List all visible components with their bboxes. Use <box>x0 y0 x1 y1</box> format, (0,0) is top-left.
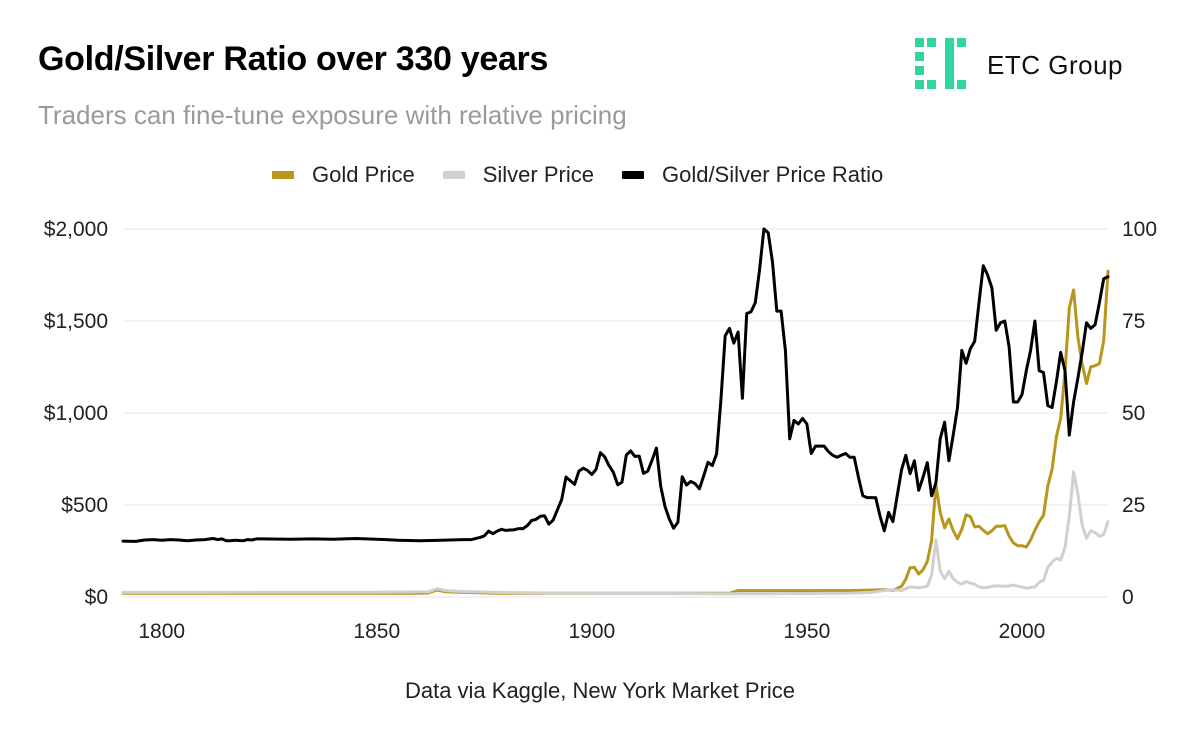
legend-item-gold: Gold Price <box>272 162 415 188</box>
y-tick-label: $2,000 <box>44 218 108 241</box>
etc-group-logo-icon <box>915 38 966 89</box>
legend-label-silver: Silver Price <box>482 162 594 187</box>
gold-price-line <box>121 269 1110 595</box>
y2-tick-label: 25 <box>1122 494 1145 517</box>
legend-item-silver: Silver Price <box>442 162 594 188</box>
brand-name: ETC Group <box>987 50 1123 80</box>
x-tick-label: 1950 <box>784 620 831 643</box>
chart-title: Gold/Silver Ratio over 330 years <box>38 40 549 78</box>
y2-tick-label: 0 <box>1122 586 1134 609</box>
legend-label-ratio: Gold/Silver Price Ratio <box>661 162 884 187</box>
y-tick-label: $1,500 <box>44 310 108 333</box>
gold-silver-ratio-line <box>121 227 1110 543</box>
x-tick-label: 1900 <box>568 620 615 643</box>
y2-tick-label: 100 <box>1122 218 1157 241</box>
y2-tick-label: 75 <box>1122 310 1145 333</box>
legend-item-ratio: Gold/Silver Price Ratio <box>621 162 884 188</box>
x-tick-label: 1850 <box>353 620 400 643</box>
brand-logo: ETC Group <box>915 38 1165 90</box>
legend-swatch-silver <box>442 171 465 179</box>
x-tick-label: 1800 <box>138 620 185 643</box>
legend-swatch-ratio <box>621 171 644 179</box>
y-tick-label: $500 <box>61 494 108 517</box>
legend-swatch-gold <box>272 171 294 179</box>
chart-legend: Gold Price Silver Price Gold/Silver Pric… <box>272 160 911 190</box>
chart-subtitle: Traders can fine-tune exposure with rela… <box>38 100 627 130</box>
y-tick-label: $0 <box>85 586 108 609</box>
data-source-note: Data via Kaggle, New York Market Price <box>404 678 796 703</box>
legend-label-gold: Gold Price <box>312 162 415 187</box>
y-tick-label: $1,000 <box>44 402 108 425</box>
silver-price-line <box>121 470 1110 596</box>
y2-tick-label: 50 <box>1122 402 1145 425</box>
x-tick-label: 2000 <box>999 620 1046 643</box>
